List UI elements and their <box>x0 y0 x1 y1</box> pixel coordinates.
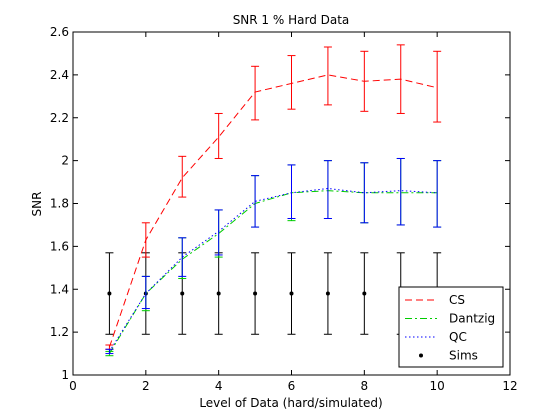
y-tick-label: 2.6 <box>50 25 69 39</box>
legend-swatch-sims <box>419 353 423 358</box>
legend-label-cs: CS <box>449 293 465 307</box>
sims-point <box>107 291 112 296</box>
y-tick-label: 2.4 <box>50 68 69 82</box>
sims-point <box>253 291 258 296</box>
x-tick-label: 12 <box>502 379 517 393</box>
y-tick-label: 2.2 <box>50 111 69 125</box>
legend-label-sims: Sims <box>449 349 478 363</box>
x-tick-label: 4 <box>215 379 223 393</box>
x-tick-label: 8 <box>361 379 369 393</box>
legend-box <box>398 286 504 368</box>
legend-label-qc: QC <box>449 330 467 344</box>
y-tick-label: 1.2 <box>50 325 69 339</box>
chart-title: SNR 1 % Hard Data <box>233 13 350 27</box>
y-tick-label: 1.6 <box>50 239 69 253</box>
sims-point <box>289 291 294 296</box>
dantzig-series-line <box>108 190 438 354</box>
x-tick-label: 2 <box>142 379 150 393</box>
x-tick-label: 6 <box>288 379 296 393</box>
sims-point <box>216 291 221 296</box>
x-tick-label: 10 <box>430 379 445 393</box>
sims-point <box>362 291 367 296</box>
cs-series-line <box>108 74 438 348</box>
legend: CS Dantzig QC Sims <box>398 286 504 368</box>
sims-point <box>180 291 185 296</box>
y-tick-label: 1.8 <box>50 197 69 211</box>
y-axis-title: SNR <box>30 192 44 217</box>
sims-point <box>325 291 330 296</box>
x-axis-title: Level of Data (hard/simulated) <box>199 396 382 410</box>
y-tick-label: 1.4 <box>50 282 69 296</box>
plot-area: 0 2 4 6 8 10 12 1 1.2 1.4 1.6 1.8 2 2.2 2.4 2.6 CS Dantzi… <box>50 25 518 393</box>
y-tick-label: 2 <box>61 154 69 168</box>
y-tick-label: 1 <box>61 368 69 382</box>
x-tick-label: 0 <box>69 379 77 393</box>
legend-label-dantzig: Dantzig <box>449 312 495 326</box>
qc-series-line <box>108 187 438 352</box>
